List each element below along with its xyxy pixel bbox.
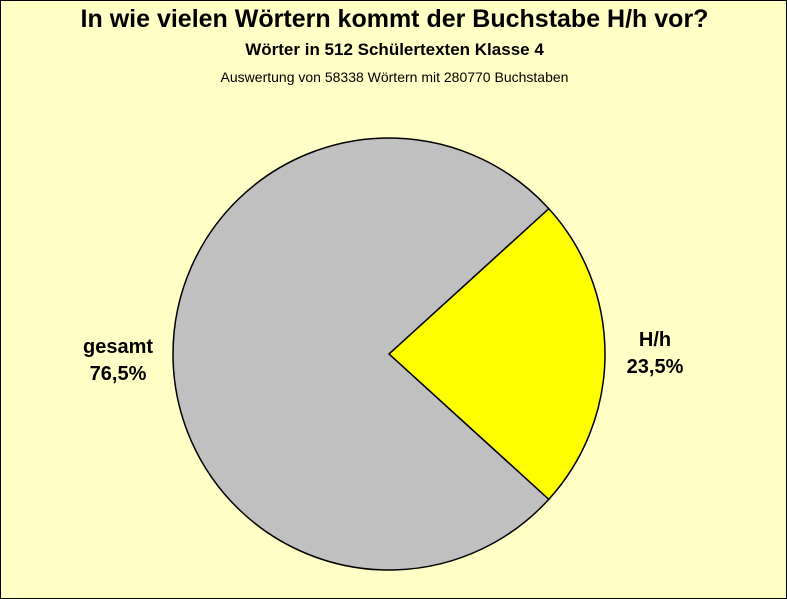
- slice-percent-label: 76,5%: [90, 363, 147, 385]
- slice-name-label: H/h: [639, 329, 671, 351]
- pie-slice-h-h: [387, 207, 606, 501]
- chart-title: In wie vielen Wörtern kommt der Buchstab…: [80, 5, 709, 33]
- chart-subtitle: Wörter in 512 Schülertexten Klasse 4: [245, 40, 544, 59]
- slice-name-label: gesamt: [83, 336, 153, 358]
- chart-note: Auswertung von 58338 Wörtern mit 280770 …: [220, 69, 569, 85]
- pie-slice-gesamt: [172, 137, 550, 571]
- slice-percent-label: 23,5%: [627, 356, 684, 378]
